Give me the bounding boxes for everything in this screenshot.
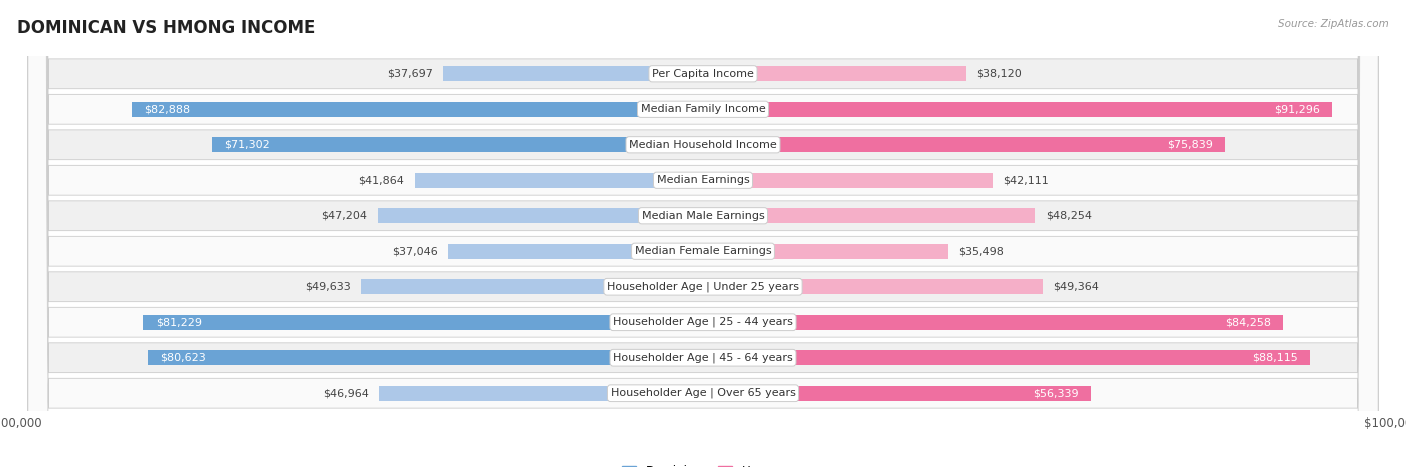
FancyBboxPatch shape [28,0,1378,467]
Text: $35,498: $35,498 [957,246,1004,256]
Legend: Dominican, Hmong: Dominican, Hmong [617,460,789,467]
Text: Median Male Earnings: Median Male Earnings [641,211,765,221]
Text: $42,111: $42,111 [1004,175,1049,185]
Text: $37,046: $37,046 [392,246,437,256]
Text: $88,115: $88,115 [1251,353,1298,363]
Bar [703,173,993,188]
Text: Median Earnings: Median Earnings [657,175,749,185]
Bar [703,244,948,259]
Text: $80,623: $80,623 [160,353,205,363]
Bar [703,66,966,81]
Text: $56,339: $56,339 [1033,388,1078,398]
Bar [148,350,703,365]
FancyBboxPatch shape [28,0,1378,467]
Bar [143,315,703,330]
Bar [703,386,1091,401]
Text: $38,120: $38,120 [976,69,1022,79]
Text: $82,888: $82,888 [145,104,190,114]
Text: $41,864: $41,864 [359,175,405,185]
Text: $91,296: $91,296 [1274,104,1320,114]
Text: $71,302: $71,302 [224,140,270,150]
Bar [212,137,703,152]
Text: $49,633: $49,633 [305,282,350,292]
Text: $48,254: $48,254 [1046,211,1092,221]
Bar [132,102,703,117]
Bar [378,208,703,223]
FancyBboxPatch shape [28,0,1378,467]
Bar [447,244,703,259]
Text: $49,364: $49,364 [1053,282,1099,292]
Bar [415,173,703,188]
Text: $81,229: $81,229 [156,317,202,327]
FancyBboxPatch shape [28,0,1378,467]
Text: $75,839: $75,839 [1167,140,1213,150]
Bar [361,279,703,294]
Text: Householder Age | 25 - 44 years: Householder Age | 25 - 44 years [613,317,793,327]
FancyBboxPatch shape [28,0,1378,467]
Text: $84,258: $84,258 [1225,317,1271,327]
Text: $37,697: $37,697 [387,69,433,79]
Text: DOMINICAN VS HMONG INCOME: DOMINICAN VS HMONG INCOME [17,19,315,37]
Bar [703,102,1331,117]
Bar [703,208,1035,223]
Text: Householder Age | Over 65 years: Householder Age | Over 65 years [610,388,796,398]
Bar [703,350,1310,365]
Text: Median Family Income: Median Family Income [641,104,765,114]
Text: Householder Age | 45 - 64 years: Householder Age | 45 - 64 years [613,353,793,363]
Text: Median Female Earnings: Median Female Earnings [634,246,772,256]
Text: Median Household Income: Median Household Income [628,140,778,150]
Bar [703,137,1226,152]
Text: Per Capita Income: Per Capita Income [652,69,754,79]
Bar [703,315,1284,330]
Bar [380,386,703,401]
FancyBboxPatch shape [28,0,1378,467]
Text: Source: ZipAtlas.com: Source: ZipAtlas.com [1278,19,1389,28]
FancyBboxPatch shape [28,0,1378,467]
Bar [443,66,703,81]
Bar [703,279,1043,294]
FancyBboxPatch shape [28,0,1378,467]
Text: $46,964: $46,964 [323,388,370,398]
Text: Householder Age | Under 25 years: Householder Age | Under 25 years [607,282,799,292]
FancyBboxPatch shape [28,0,1378,467]
FancyBboxPatch shape [28,0,1378,467]
Text: $47,204: $47,204 [322,211,367,221]
